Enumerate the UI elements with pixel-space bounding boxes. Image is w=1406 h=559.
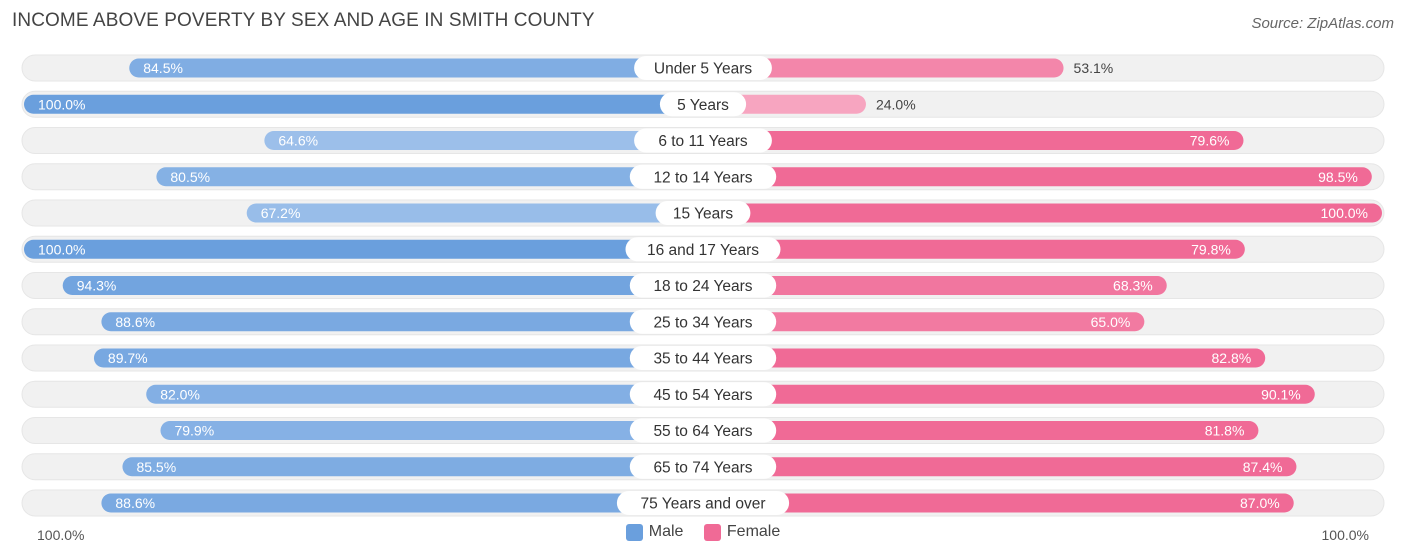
- category-label: 16 and 17 Years: [647, 242, 759, 259]
- legend-label-male: Male: [648, 523, 684, 540]
- category-pill: [629, 454, 777, 479]
- chart-title: INCOME ABOVE POVERTY BY SEX AND AGE IN S…: [12, 10, 595, 31]
- legend-swatch-female: [703, 523, 721, 541]
- female-value-label: 68.3%: [1113, 278, 1153, 294]
- category-label: 75 Years and over: [641, 496, 766, 513]
- male-bar: [129, 58, 703, 78]
- female-value-label: 98.5%: [1318, 169, 1358, 185]
- male-bar: [264, 131, 703, 150]
- female-bar: [703, 131, 1244, 150]
- female-bar: [703, 276, 1167, 295]
- category-label: 25 to 34 Years: [653, 314, 752, 331]
- legend: Male Female: [0, 523, 1406, 546]
- female-value-label: 81.8%: [1205, 423, 1245, 439]
- female-bar: [703, 312, 1145, 332]
- female-bar: [703, 457, 1297, 477]
- category-label: 55 to 64 Years: [653, 423, 752, 440]
- female-value-label: 53.1%: [1074, 60, 1114, 76]
- male-value-label: 100.0%: [38, 96, 85, 112]
- category-pill: [659, 92, 747, 117]
- male-value-label: 82.0%: [160, 386, 200, 402]
- female-bar: [703, 348, 1266, 368]
- male-value-label: 94.3%: [77, 278, 117, 294]
- category-pill: [616, 491, 790, 515]
- category-label: 65 to 74 Years: [653, 459, 752, 476]
- female-value-label: 24.0%: [876, 96, 916, 112]
- legend-item-female: Female: [703, 523, 781, 541]
- category-label: 18 to 24 Years: [653, 278, 752, 295]
- male-bar: [160, 421, 703, 440]
- female-value-label: 87.0%: [1240, 495, 1280, 511]
- male-value-label: 64.6%: [278, 133, 318, 149]
- male-bar: [24, 94, 703, 114]
- male-bar: [93, 348, 703, 368]
- female-value-label: 90.1%: [1261, 386, 1301, 402]
- male-value-label: 84.5%: [143, 60, 183, 76]
- male-value-label: 67.2%: [261, 205, 301, 221]
- female-bar: [703, 421, 1259, 440]
- female-value-label: 65.0%: [1091, 314, 1131, 330]
- female-bar: [703, 167, 1372, 187]
- male-bar: [156, 167, 703, 187]
- male-value-label: 88.6%: [115, 314, 155, 330]
- category-pill: [629, 418, 777, 443]
- category-label: 15 Years: [673, 206, 734, 223]
- category-label: Under 5 Years: [654, 61, 752, 78]
- category-label: 5 Years: [677, 97, 729, 114]
- female-bar: [703, 239, 1245, 259]
- legend-swatch-male: [625, 523, 643, 541]
- male-bar: [146, 384, 704, 404]
- female-bar: [703, 493, 1294, 513]
- category-pill: [629, 346, 777, 370]
- chart-source: Source: ZipAtlas.com: [1251, 15, 1394, 32]
- category-pill: [625, 237, 781, 262]
- category-label: 35 to 44 Years: [653, 351, 752, 368]
- male-value-label: 80.5%: [170, 169, 210, 185]
- female-value-label: 87.4%: [1243, 459, 1283, 475]
- male-bar: [246, 203, 703, 223]
- male-value-label: 79.9%: [174, 423, 214, 439]
- male-bar: [101, 493, 703, 513]
- male-value-label: 85.5%: [136, 459, 176, 475]
- male-value-label: 88.6%: [115, 495, 155, 511]
- female-bar: [703, 58, 1064, 78]
- male-value-label: 100.0%: [38, 241, 85, 257]
- category-pill: [634, 128, 772, 153]
- female-value-label: 79.8%: [1191, 241, 1231, 257]
- legend-label-female: Female: [726, 523, 781, 540]
- male-value-label: 89.7%: [108, 350, 148, 366]
- male-bar: [62, 276, 703, 295]
- category-pill: [655, 201, 751, 225]
- axis-right-label: 100.0%: [1321, 527, 1369, 543]
- female-value-label: 82.8%: [1212, 350, 1252, 366]
- male-bar: [122, 457, 703, 477]
- category-label: 6 to 11 Years: [658, 133, 748, 150]
- category-pill: [629, 164, 777, 189]
- category-pill: [629, 382, 777, 407]
- category-pill: [629, 273, 777, 298]
- female-bar: [703, 203, 1382, 223]
- bar-chart: 84.5% 53.1% Under 5 Years 100.0% 24.0% 5 Year…: [21, 54, 1385, 517]
- category-label: 45 to 54 Years: [653, 387, 752, 404]
- axis-left-label: 100.0%: [37, 527, 85, 543]
- female-bar: [703, 384, 1315, 404]
- male-bar: [24, 239, 703, 259]
- male-bar: [101, 312, 703, 332]
- category-label: 12 to 14 Years: [653, 169, 752, 186]
- category-pill: [629, 309, 777, 334]
- female-value-label: 100.0%: [1321, 205, 1368, 221]
- female-value-label: 79.6%: [1190, 133, 1230, 149]
- category-pill: [634, 56, 772, 80]
- legend-item-male: Male: [625, 523, 684, 541]
